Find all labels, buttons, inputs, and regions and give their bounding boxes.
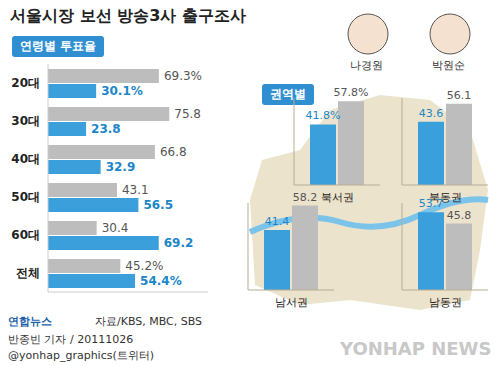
html-text:연합뉴스: 연합뉴스	[8, 315, 52, 328]
svg-text:북서권: 북서권	[321, 191, 354, 204]
svg-text:30대: 30대	[11, 114, 40, 128]
html-text:반종빈 기자 / 20111026: 반종빈 기자 / 20111026	[8, 333, 134, 346]
svg-text:남동권: 남동권	[429, 296, 462, 309]
svg-text:50대: 50대	[11, 190, 40, 204]
svg-text:75.8: 75.8	[174, 107, 201, 121]
svg-text:전체: 전체	[16, 266, 40, 280]
svg-text:60대: 60대	[11, 228, 40, 242]
html-text:자료/KBS, MBC, SBS: 자료/KBS, MBC, SBS	[95, 315, 203, 328]
svg-text:45.8: 45.8	[447, 209, 472, 222]
html-text:서울시장 보선 방송3사 출구조사: 서울시장 보선 방송3사 출구조사	[10, 6, 246, 25]
svg-text:53.7: 53.7	[419, 197, 444, 210]
svg-text:69.3%: 69.3%	[164, 69, 202, 83]
html-text:@yonhap_graphics(트위터): @yonhap_graphics(트위터)	[8, 349, 154, 362]
svg-text:41.8%: 41.8%	[306, 109, 341, 122]
svg-text:41.4: 41.4	[265, 215, 290, 228]
svg-text:69.2: 69.2	[164, 236, 194, 250]
html-text:YONHAP NEWS: YONHAP NEWS	[340, 338, 492, 359]
svg-text:30.4: 30.4	[102, 221, 129, 235]
svg-text:66.8: 66.8	[160, 145, 187, 159]
svg-text:56.1: 56.1	[447, 89, 472, 102]
svg-text:30.1%: 30.1%	[101, 84, 143, 98]
svg-text:23.8: 23.8	[91, 122, 121, 136]
svg-text:20대: 20대	[11, 76, 40, 90]
svg-text:40대: 40대	[11, 152, 40, 166]
svg-text:54.4%: 54.4%	[140, 274, 182, 288]
svg-text:43.6: 43.6	[419, 107, 444, 120]
svg-text:45.2%: 45.2%	[125, 259, 163, 273]
html-text:박원순: 박원순	[432, 59, 465, 72]
svg-text:남서권: 남서권	[275, 296, 308, 309]
svg-text:43.1: 43.1	[122, 183, 149, 197]
svg-text:32.9: 32.9	[106, 160, 136, 174]
svg-text:북동권: 북동권	[428, 190, 462, 204]
svg-text:57.8%: 57.8%	[334, 86, 369, 99]
svg-text:56.5: 56.5	[143, 198, 173, 212]
html-text:권역별: 권역별	[270, 87, 306, 101]
html-text:나경원: 나경원	[350, 59, 383, 72]
html-text:연령별 투표율: 연령별 투표율	[20, 39, 97, 53]
svg-text:58.2: 58.2	[293, 191, 318, 204]
